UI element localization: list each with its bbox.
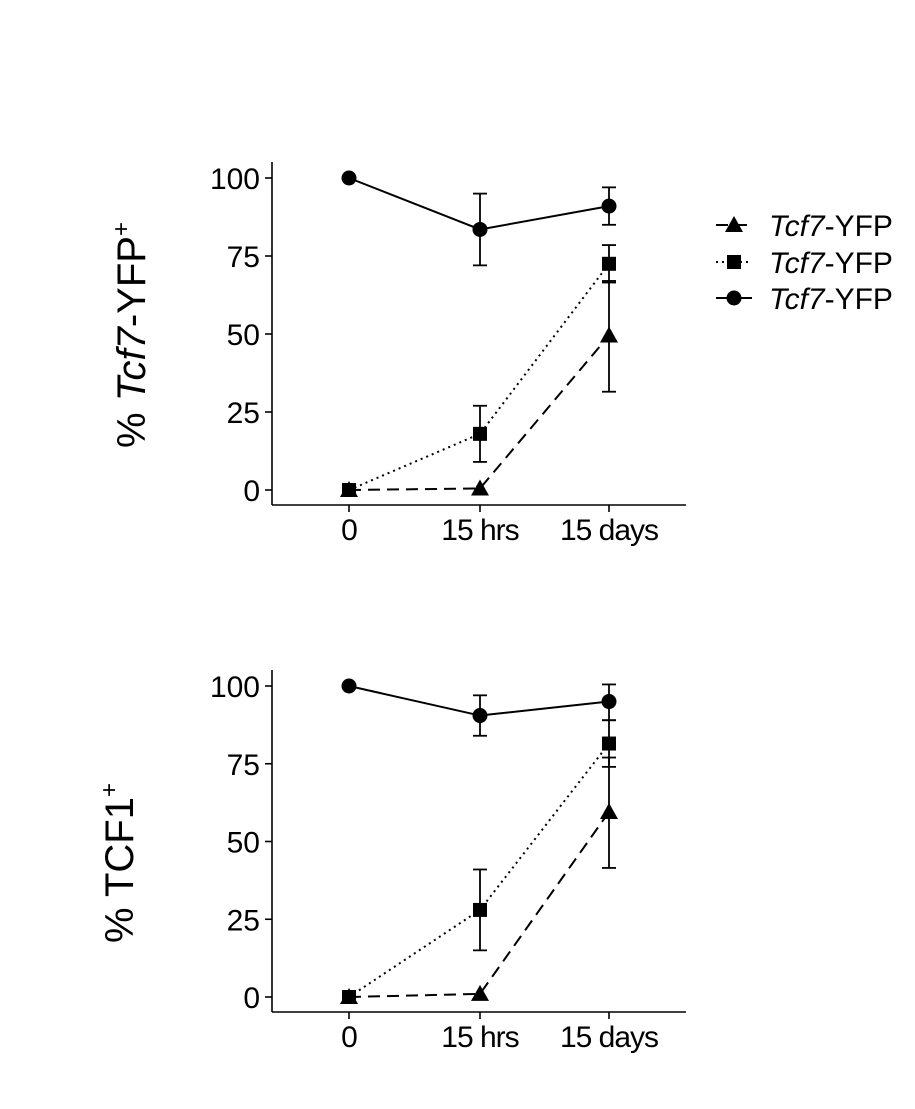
data-point-square — [602, 736, 616, 751]
y-tick-label: 100 — [210, 163, 260, 196]
legend-item-circle: Tcf7-YFP — [716, 283, 893, 316]
y-axis-label-italic: Tcf7 — [110, 325, 154, 401]
data-point-square — [342, 483, 356, 497]
data-point-square — [473, 902, 487, 917]
legend-marker — [727, 255, 741, 269]
y-axis-label-prefix: % TCF1 — [98, 797, 142, 943]
series-circle — [341, 170, 617, 267]
series-triangle — [340, 756, 618, 1004]
y-axis-label-sup: + — [108, 222, 135, 236]
series-line — [348, 263, 610, 491]
legend-label-italic: Tcf7 — [769, 283, 826, 316]
y-tick-label: 50 — [227, 827, 260, 860]
data-point-square — [342, 990, 356, 1004]
x-tick-label: 15 hrs — [441, 1021, 518, 1054]
legend-label-rest: -YFP — [825, 283, 893, 316]
y-axis-label-prefix: % — [110, 401, 154, 448]
y-tick-label: 25 — [227, 904, 260, 937]
x-tick-label: 0 — [341, 514, 357, 547]
legend-label-rest: -YFP — [825, 247, 893, 280]
y-tick-label: 75 — [227, 749, 260, 782]
legend-label-italic: Tcf7 — [769, 247, 826, 280]
data-point-triangle — [600, 802, 618, 819]
legend-marker — [726, 290, 742, 306]
y-tick-label: 25 — [227, 397, 260, 430]
legend-item-square: Tcf7-YFP — [716, 247, 893, 280]
series-line — [348, 177, 610, 231]
x-tick-label: 15 days — [560, 514, 658, 547]
data-point-triangle — [600, 326, 618, 343]
x-tick-label: 15 days — [560, 1021, 658, 1054]
y-axis-label: % Tcf7-YFP+ — [108, 222, 154, 448]
legend-item-triangle: Tcf7-YFP — [716, 210, 893, 243]
y-tick-label: 0 — [243, 982, 260, 1015]
series-line — [348, 334, 610, 491]
data-point-circle — [601, 198, 617, 214]
y-axis-label-rest: -YFP — [110, 236, 154, 327]
y-tick-label: 0 — [243, 475, 260, 508]
data-point-circle — [472, 221, 488, 237]
y-axis-label-sup: + — [96, 783, 123, 797]
x-tick-label: 0 — [341, 1021, 357, 1054]
data-point-circle — [341, 170, 357, 186]
data-point-square — [473, 426, 487, 441]
legend-label: Tcf7-YFP — [769, 210, 893, 243]
data-point-triangle — [471, 479, 489, 496]
legend-label-rest: -YFP — [825, 210, 893, 243]
series-line — [348, 811, 610, 998]
data-point-triangle — [471, 984, 489, 1001]
series-circle — [341, 678, 617, 737]
legend-label: Tcf7-YFP — [769, 283, 893, 316]
legend-label: Tcf7-YFP — [769, 247, 893, 280]
series-square — [342, 244, 616, 497]
x-tick-label: 15 hrs — [441, 514, 518, 547]
data-point-circle — [601, 694, 617, 710]
y-tick-label: 75 — [227, 241, 260, 274]
y-axis-label: % TCF1+ — [96, 783, 142, 943]
legend-marker — [725, 216, 743, 232]
series-square — [342, 719, 616, 1004]
legend-label-italic: Tcf7 — [769, 210, 826, 243]
series-triangle — [340, 280, 618, 497]
y-tick-label: 50 — [227, 319, 260, 352]
chart-panel-2: 0 25 50 75 100 0 15 hrs 15 days % TCF1+ — [96, 670, 686, 1054]
y-tick-label: 100 — [210, 671, 260, 704]
data-point-circle — [341, 678, 357, 694]
data-point-square — [602, 256, 616, 271]
data-point-circle — [472, 708, 488, 724]
